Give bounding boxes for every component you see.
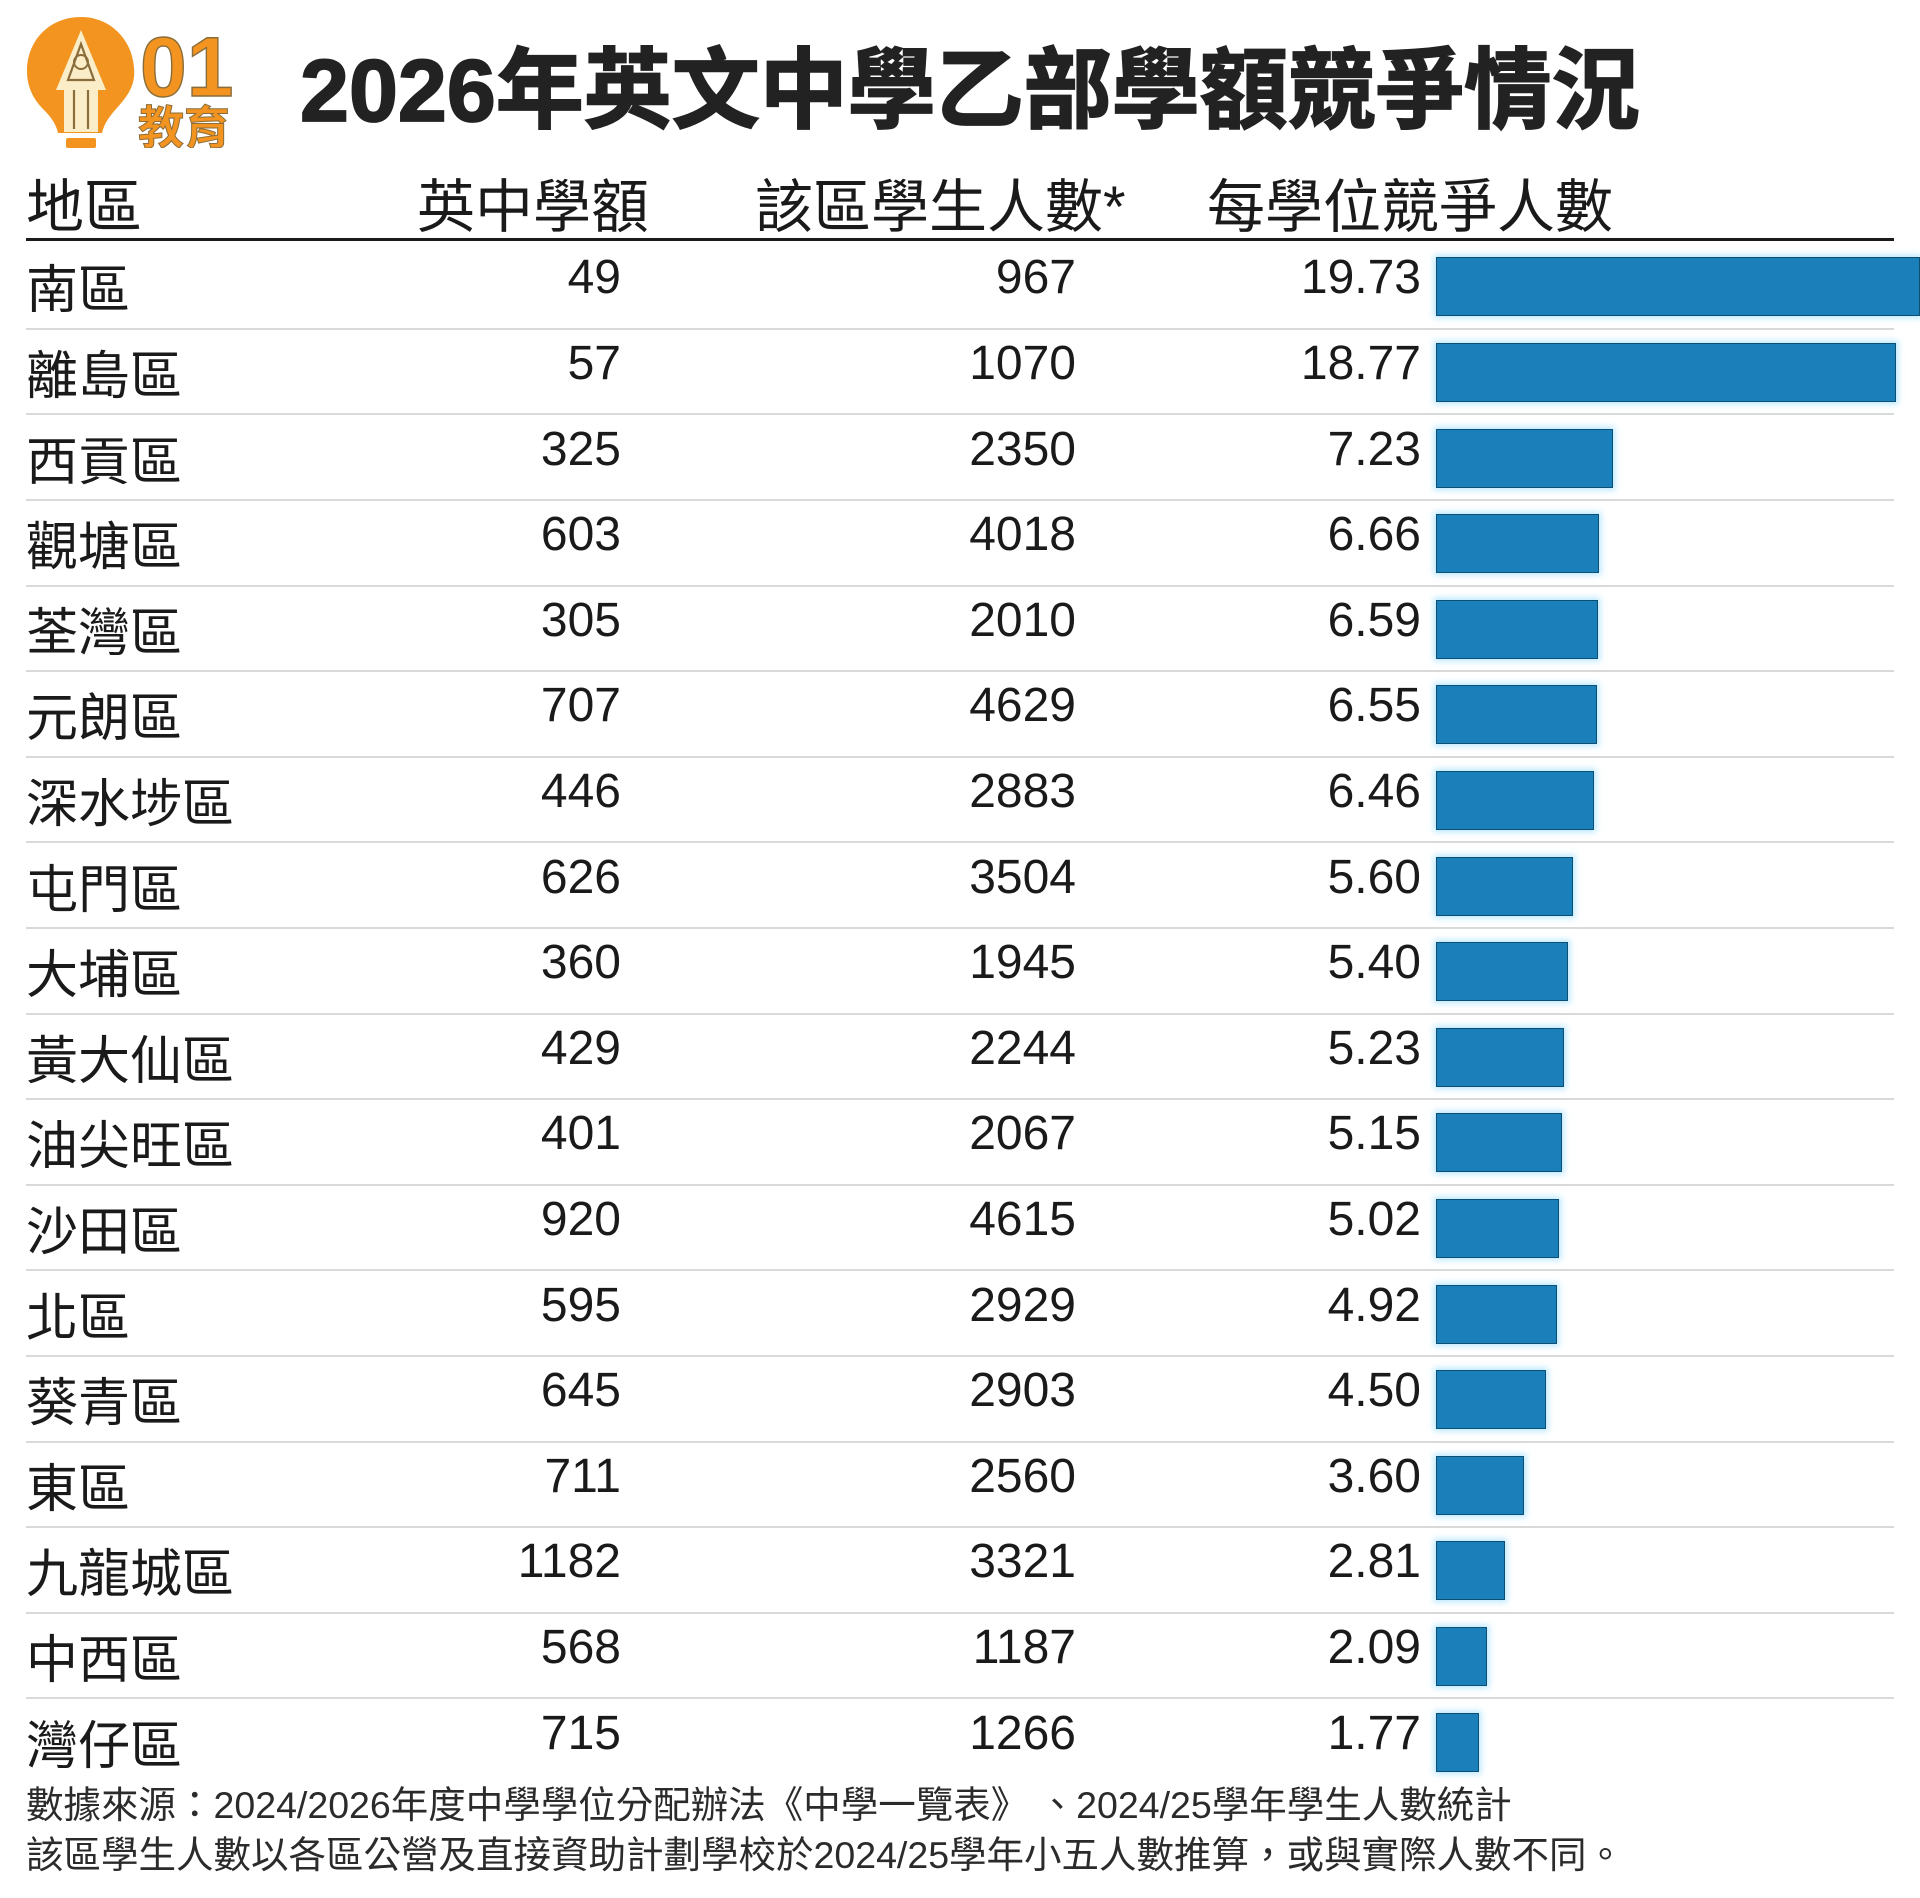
svg-text:教育: 教育 [138, 102, 230, 148]
svg-text:01: 01 [140, 20, 233, 114]
